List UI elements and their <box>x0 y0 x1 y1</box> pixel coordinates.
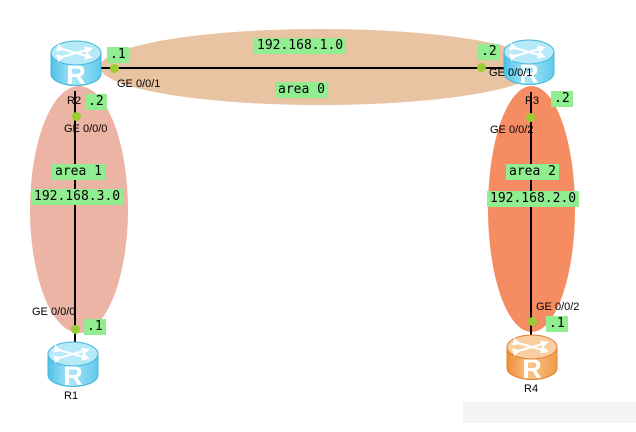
connection-dot <box>71 325 80 334</box>
connection-dot <box>110 64 119 73</box>
connection-dot <box>526 113 535 122</box>
svg-text:R: R <box>63 361 83 390</box>
link-r2-r3 <box>97 67 505 69</box>
host-label-r2-ge001: .1 <box>107 47 129 63</box>
svg-text:R: R <box>66 60 86 89</box>
network-label-area0: 192.168.1.0 <box>254 38 347 54</box>
router-icon: R <box>506 334 558 384</box>
router-name-r3: R3 <box>525 95 540 107</box>
router-icon: R <box>47 341 99 391</box>
host-label-r2-ge000: .2 <box>85 94 107 110</box>
interface-label-r3-ge002: GE 0/0/2 <box>490 124 534 136</box>
link-r2-r1 <box>74 91 76 345</box>
area1-label: area 1 <box>52 164 105 180</box>
interface-label-r2-ge001: GE 0/0/1 <box>117 78 161 90</box>
interface-label-r1-ge000: GE 0/0/0 <box>32 306 76 318</box>
router-icon: R <box>503 39 555 89</box>
router-icon: R <box>50 40 102 90</box>
link-r3-r4 <box>530 92 532 336</box>
area0-label: area 0 <box>275 82 328 98</box>
area2-label: area 2 <box>506 164 559 180</box>
router-r2[interactable]: R <box>50 39 102 90</box>
interface-label-r4-ge002: GE 0/0/2 <box>536 301 580 313</box>
router-r3[interactable]: R <box>503 38 555 89</box>
connection-dot <box>477 63 486 72</box>
network-label-area1: 192.168.3.0 <box>31 189 124 205</box>
router-r1[interactable]: R <box>47 340 99 391</box>
host-label-r3-ge001: .2 <box>478 44 500 60</box>
network-label-area2: 192.168.2.0 <box>487 191 580 207</box>
watermark-area <box>463 402 636 423</box>
connection-dot <box>528 317 537 326</box>
router-name-r1: R1 <box>64 390 79 402</box>
connection-dot <box>72 112 81 121</box>
host-label-r4-ge002: .1 <box>546 316 568 332</box>
interface-label-r2-ge000: GE 0/0/0 <box>64 123 108 135</box>
router-name-r2: R2 <box>67 95 82 107</box>
host-label-r1-ge000: .1 <box>84 319 106 335</box>
area1-region <box>30 86 128 333</box>
router-r4[interactable]: R <box>506 333 558 384</box>
svg-text:R: R <box>519 59 539 88</box>
svg-text:R: R <box>522 354 542 383</box>
host-label-r3-ge002: .2 <box>551 91 573 107</box>
router-name-r4: R4 <box>524 383 539 395</box>
interface-label-r3-ge001: GE 0/0/1 <box>489 67 533 79</box>
